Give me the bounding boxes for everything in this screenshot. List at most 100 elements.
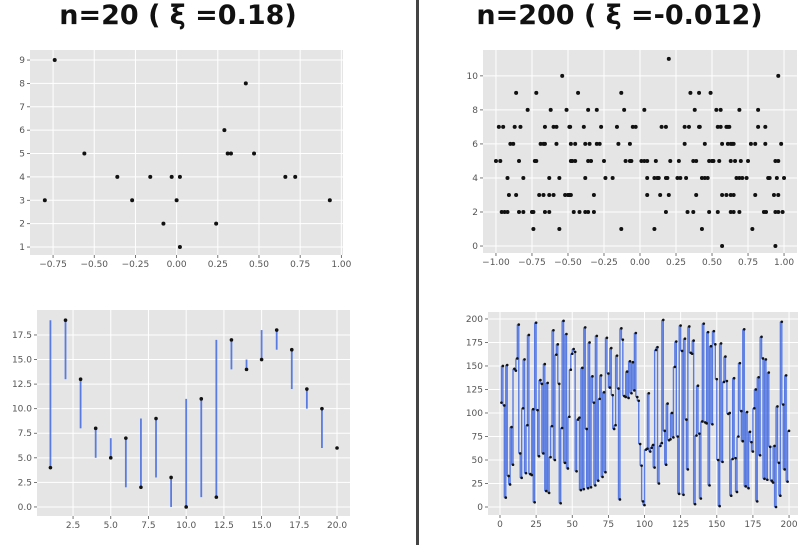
data-point: [771, 192, 776, 197]
data-point: [594, 484, 597, 487]
data-point: [706, 330, 710, 334]
data-point: [572, 347, 576, 351]
data-point: [148, 174, 153, 179]
x-tick-label: −0.50: [80, 260, 108, 270]
data-point: [731, 209, 736, 214]
x-tick-label: −0.25: [122, 260, 150, 270]
data-point: [327, 198, 332, 203]
data-point: [691, 209, 696, 214]
data-point: [154, 416, 158, 421]
data-point: [514, 192, 519, 197]
data-point: [589, 485, 593, 489]
data-point: [139, 485, 143, 490]
data-point: [679, 324, 682, 327]
data-point: [653, 466, 656, 469]
data-point: [763, 141, 768, 146]
data-point: [695, 434, 698, 437]
data-point: [617, 387, 620, 390]
data-point: [643, 503, 646, 507]
y-tick-label: 50: [472, 456, 484, 466]
data-point: [502, 209, 507, 214]
data-point: [601, 158, 606, 163]
data-point: [758, 453, 762, 457]
data-point: [505, 175, 510, 180]
data-point: [547, 491, 551, 495]
data-point: [746, 158, 751, 163]
data-point: [764, 358, 768, 361]
data-point: [566, 467, 570, 470]
x-tick-label: 10.0: [176, 521, 196, 531]
data-point: [177, 174, 182, 179]
data-point: [513, 367, 516, 371]
bottom-left-step-panel: 2.5 5.0 7.5 10.0 12.5 15.0 17.5 20.0 0.0 2.5 5.0 7.…: [12, 310, 350, 531]
data-point: [635, 395, 639, 399]
data-point: [648, 450, 652, 453]
data-point: [693, 502, 697, 506]
data-point: [161, 221, 166, 226]
data-point: [518, 452, 522, 455]
data-point: [514, 90, 519, 95]
data-point: [597, 141, 602, 146]
data-point: [539, 378, 542, 382]
data-point: [618, 498, 622, 501]
data-point: [652, 175, 657, 180]
data-point: [612, 427, 616, 431]
x-tick-label: 0.75: [738, 258, 758, 268]
y-tick-label: 2.5: [18, 478, 32, 488]
data-point: [518, 124, 523, 129]
data-point: [93, 426, 98, 431]
x-tick-label: 25: [530, 520, 541, 530]
data-point: [696, 384, 700, 388]
data-point: [718, 124, 723, 129]
data-point: [599, 124, 604, 129]
data-point: [609, 346, 613, 350]
data-point: [684, 175, 689, 180]
data-point: [650, 446, 654, 450]
data-point: [592, 401, 596, 404]
data-point: [783, 468, 787, 471]
data-point: [725, 379, 729, 383]
data-point: [607, 372, 610, 375]
data-point: [585, 427, 589, 431]
data-point: [583, 209, 588, 214]
data-point: [676, 158, 681, 163]
data-point: [645, 192, 650, 197]
data-point: [623, 158, 628, 163]
data-point: [581, 366, 584, 370]
data-point: [637, 399, 641, 403]
data-point: [508, 141, 513, 146]
data-point: [656, 175, 661, 180]
data-point: [702, 141, 707, 146]
data-point: [725, 141, 730, 146]
data-point: [685, 209, 690, 214]
data-point: [588, 341, 591, 344]
data-point: [682, 141, 687, 146]
data-point: [551, 124, 556, 129]
data-point: [731, 141, 736, 146]
data-point: [603, 175, 608, 180]
data-point: [784, 374, 788, 377]
data-point: [699, 175, 704, 180]
data-point: [645, 175, 650, 180]
data-point: [639, 158, 644, 163]
data-point: [676, 435, 680, 438]
y-tick-label: 1: [19, 243, 25, 253]
data-point: [728, 411, 732, 415]
data-point: [542, 141, 547, 146]
data-point: [672, 436, 675, 439]
data-point: [534, 90, 539, 95]
data-point: [570, 158, 575, 163]
data-point: [619, 227, 624, 232]
data-point: [595, 334, 599, 338]
data-point: [748, 430, 752, 434]
data-point: [735, 490, 739, 494]
data-point: [583, 326, 587, 329]
y-tick-label: 12.5: [12, 380, 32, 390]
data-point: [174, 198, 179, 203]
data-point: [767, 371, 771, 374]
data-point: [627, 396, 630, 400]
x-tick-label: 0.50: [702, 258, 722, 268]
data-point: [225, 151, 230, 156]
x-tick-label: 15.0: [252, 521, 272, 531]
data-point: [621, 338, 625, 341]
